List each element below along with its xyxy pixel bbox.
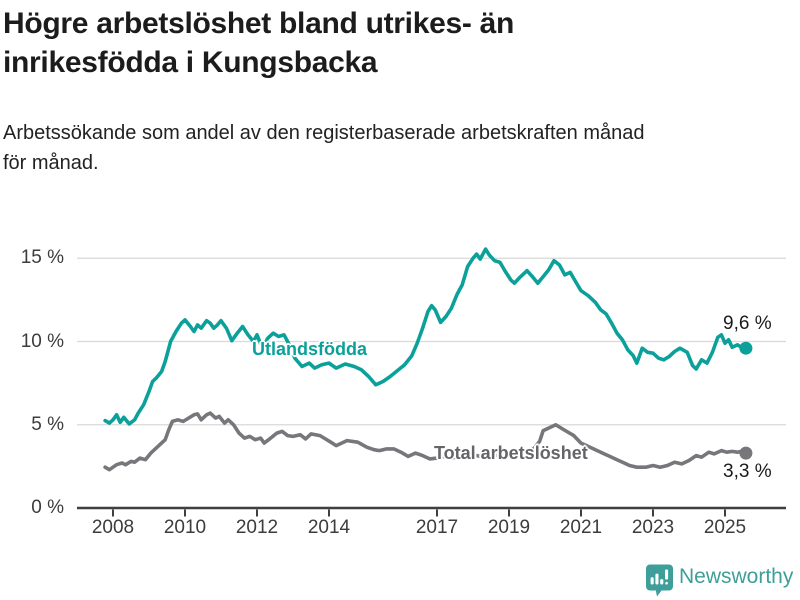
x-axis-tick-label: 2023 [631,517,675,538]
x-axis-tick-label: 2017 [415,517,459,538]
newsworthy-bubble-chart-icon [646,564,673,597]
series-end-dot-1 [739,446,753,460]
end-value-total-arbetsloshet: 3,3 % [723,461,772,482]
series-line-1 [103,411,748,472]
chart-subtitle-line-2: för månad. [3,152,99,174]
y-axis-tick-label: 0 % [31,497,64,518]
chart-subtitle-line-1: Arbetssökande som andel av den registerb… [3,122,645,144]
series-label-utlandsfodda: Utlandsfödda [252,339,367,359]
page-title-line-2: inrikesfödda i Kungsbacka [3,46,378,79]
series-line-0 [103,247,748,426]
x-axis-tick-label: 2008 [91,517,135,538]
x-axis-tick-label: 2021 [559,517,603,538]
series-end-dot-0 [739,341,753,355]
x-axis-tick-label: 2012 [235,517,279,538]
brand-logo: Newsworthy [645,563,793,597]
page-title-line-1: Högre arbetslöshet bland utrikes- än [3,7,514,40]
chart-subtitle: Arbetssökande som andel av den registerb… [3,118,783,178]
x-axis-tick-label: 2019 [487,517,531,538]
y-axis-tick-label: 10 % [20,330,64,352]
series-label-total-arbetsloshet: Total arbetslöshet [434,443,588,463]
x-axis-tick-label: 2010 [163,517,207,538]
brand-name: Newsworthy [679,565,794,588]
y-axis-tick-label: 5 % [31,413,64,435]
x-axis-tick-label: 2014 [307,517,351,538]
x-axis-tick-label: 2025 [703,517,747,538]
y-axis-tick-label: 15 % [20,247,64,269]
end-value-utlandsfodda: 9,6 % [723,313,772,334]
page-title: Högre arbetslöshet bland utrikes- än inr… [3,4,623,82]
